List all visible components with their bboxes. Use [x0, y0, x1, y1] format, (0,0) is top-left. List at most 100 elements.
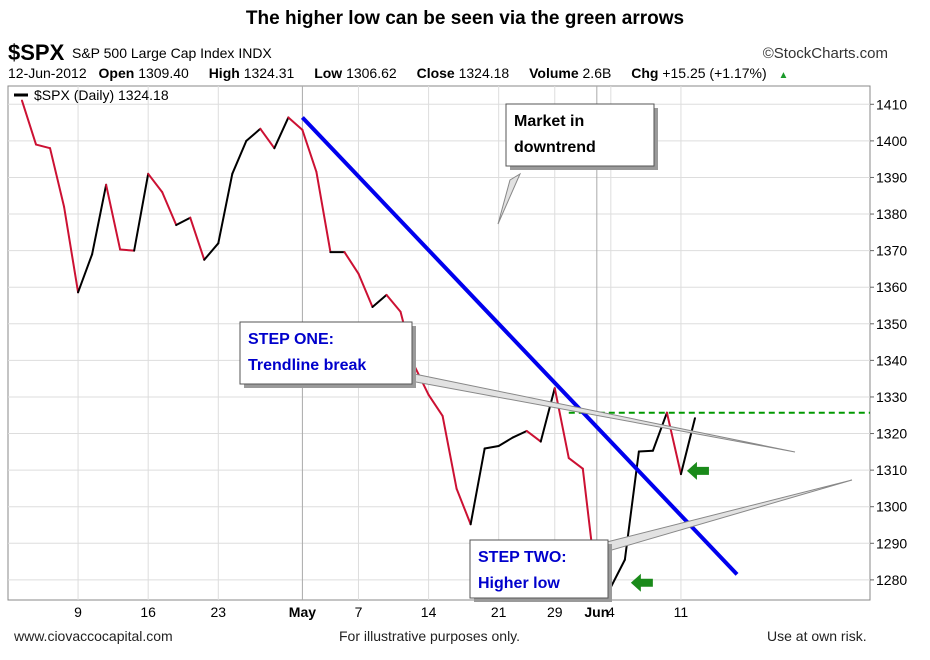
price-segment [245, 127, 262, 142]
exchange: INDX [238, 45, 272, 61]
price-segment [301, 128, 318, 173]
price-segment [147, 172, 164, 194]
y-tick-label: 1330 [876, 389, 907, 405]
price-segment [105, 183, 122, 251]
plot-area [7, 85, 871, 601]
low-label: Low [314, 65, 343, 81]
price-segment [385, 293, 402, 313]
callout-text: Trendline break [248, 357, 366, 374]
price-segment [77, 253, 94, 294]
y-tick-label: 1360 [876, 279, 907, 295]
callout-text: Higher low [478, 575, 560, 592]
y-tick-label: 1350 [876, 316, 907, 332]
price-segment [567, 457, 584, 470]
symbol: $SPX [8, 40, 65, 65]
price-segment [189, 216, 206, 261]
price-segment [469, 447, 486, 526]
price-chart: 1280 1290 1300 1310 1320 1330 1340 1350 1360 1370… [7, 85, 907, 620]
price-segment [63, 205, 80, 294]
downtrend-line [300, 116, 739, 576]
volume-value: 2.6B [582, 65, 612, 81]
price-segment [525, 429, 542, 443]
price-segment [231, 139, 248, 175]
price-segment [665, 411, 682, 476]
quote-date: 12-Jun-2012 [8, 65, 87, 81]
callout-text: STEP ONE: [248, 331, 334, 348]
x-tick-label: 23 [210, 604, 226, 620]
price-segment [511, 429, 528, 439]
callout-text: Market in [514, 113, 584, 130]
low-arrow-icon [630, 573, 653, 592]
symbol-header: $SPX S&P 500 Large Cap Index INDX ©Stock… [8, 40, 888, 65]
price-segment [441, 414, 458, 490]
close-value: 1324.18 [458, 65, 510, 81]
x-tick-label: 7 [355, 604, 363, 620]
up-triangle-icon: ▲ [778, 70, 789, 81]
price-segment [259, 127, 276, 150]
price-segment [455, 487, 472, 526]
y-tick-label: 1370 [876, 243, 907, 259]
price-segment [679, 417, 696, 476]
y-tick-label: 1280 [876, 572, 907, 588]
price-segment [483, 444, 500, 450]
price-segment [343, 251, 360, 275]
price-segment [497, 436, 514, 447]
chg-label: Chg [631, 65, 659, 81]
volume-label: Volume [529, 65, 579, 81]
callout-box [239, 321, 413, 385]
close-label: Close [416, 65, 455, 81]
price-segment [161, 191, 178, 227]
price-segment [427, 393, 444, 417]
callout-text: downtrend [514, 139, 596, 156]
price-segment [273, 116, 290, 150]
callout-box [505, 103, 655, 167]
price-segment [539, 387, 556, 443]
high-value: 1324.31 [243, 65, 295, 81]
price-segment [21, 99, 38, 146]
y-tick-label: 1310 [876, 462, 907, 478]
x-tick-label: 16 [140, 604, 156, 620]
chg-value: +15.25 (+1.17%) [662, 65, 767, 81]
y-tick-label: 1300 [876, 499, 907, 515]
open-value: 1309.40 [138, 65, 189, 81]
brand-label: ©StockCharts.com [762, 45, 888, 62]
quote-bar: 12-Jun-2012 Open 1309.40 High 1324.31 Lo… [8, 65, 888, 83]
y-tick-label: 1390 [876, 169, 907, 185]
callout-box [469, 539, 609, 599]
price-segment [119, 248, 136, 252]
y-tick-label: 1400 [876, 133, 907, 149]
callout-text: STEP TWO: [478, 549, 567, 566]
price-segment [217, 172, 234, 245]
price-segment [49, 147, 66, 208]
footer-website: www.ciovaccocapital.com [14, 628, 173, 644]
x-tick-label: 14 [421, 604, 437, 620]
index-name: S&P 500 Large Cap Index [72, 45, 235, 61]
price-segment [315, 170, 332, 254]
price-segment [637, 449, 654, 453]
y-tick-label: 1290 [876, 535, 907, 551]
price-segment [553, 387, 570, 460]
price-segment [357, 272, 374, 308]
y-tick-label: 1320 [876, 426, 907, 442]
price-segment [35, 143, 52, 150]
high-label: High [208, 65, 240, 81]
price-segment [91, 183, 108, 256]
symbol-description: S&P 500 Large Cap Index INDX [72, 45, 272, 61]
x-tick-label: Jun [584, 604, 609, 620]
low-value: 1306.62 [346, 65, 397, 81]
footer-disclaimer: For illustrative purposes only. [339, 628, 521, 644]
legend-label: $SPX (Daily) 1324.18 [34, 87, 169, 103]
x-tick-label: 4 [607, 604, 615, 620]
y-tick-label: 1410 [876, 96, 907, 112]
price-segment [175, 216, 192, 227]
footer-risk: Use at own risk. [767, 628, 867, 644]
open-label: Open [98, 65, 135, 81]
price-segment [651, 411, 668, 452]
price-segment [287, 116, 304, 131]
x-tick-label: 29 [547, 604, 563, 620]
x-tick-label: 9 [74, 604, 82, 620]
x-tick-label: 11 [674, 604, 689, 620]
price-segment [609, 558, 626, 589]
price-segment [371, 293, 388, 308]
price-segment [203, 242, 220, 261]
